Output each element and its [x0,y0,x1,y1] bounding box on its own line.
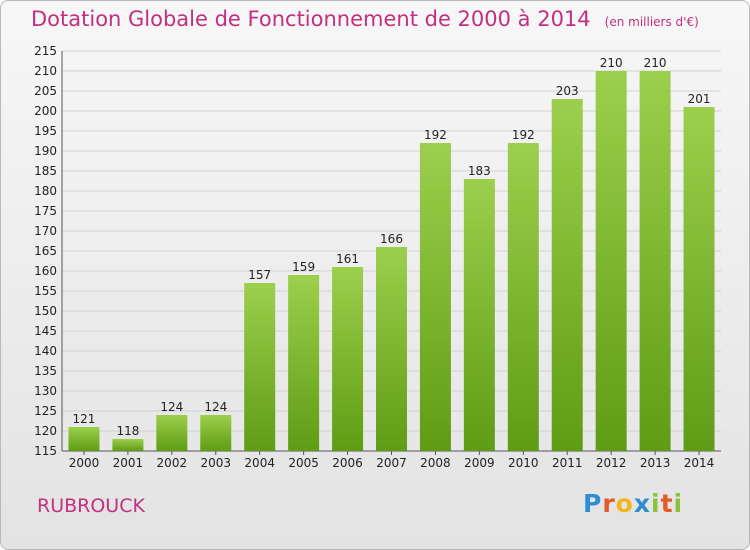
y-tick-label: 115 [34,444,57,458]
data-label-2007: 166 [380,232,403,246]
logo-letter: i [651,489,661,518]
y-tick-label: 150 [34,304,57,318]
bar-2005 [288,275,320,451]
x-tick-label: 2009 [464,456,495,470]
data-label-2001: 118 [116,424,139,438]
logo-letter: i [673,489,684,518]
data-label-2000: 121 [73,412,96,426]
x-tick-label: 2001 [113,456,144,470]
data-label-2004: 157 [248,268,271,282]
data-labels: 121 118 124 124 157 159 161 166 192 183 192 203 210 2… [73,56,711,438]
bar-2003 [200,415,232,451]
x-tick-label: 2008 [420,456,451,470]
x-tick-label: 2010 [508,456,539,470]
y-tick-label: 185 [34,164,57,178]
y-tick-label: 205 [34,84,57,98]
bar-2007 [376,247,407,451]
chart-title-block: Dotation Globale de Fonctionnement de 20… [31,7,699,31]
bar-2012 [595,71,627,451]
y-tick-label: 125 [34,404,57,418]
x-tick-label: 2012 [596,456,627,470]
bar-2000 [68,427,100,451]
x-tick-labels: 2000 2001 2002 2003 2004 2005 2006 2007 2008 2009… [69,456,715,470]
y-tick-label: 130 [34,384,57,398]
y-tick-labels: 115 120 125 130 135 140 145 150 155 160 165 170 175 1… [34,44,57,458]
data-label-2002: 124 [160,400,183,414]
bar-2009 [463,179,495,451]
x-tick-label: 2004 [244,456,275,470]
bar-2011 [551,99,583,451]
data-label-2009: 183 [468,164,491,178]
x-tick-label: 2003 [200,456,231,470]
x-tick-label: 2002 [157,456,188,470]
x-tick-label: 2000 [69,456,100,470]
y-tick-label: 165 [34,244,57,258]
y-tick-label: 155 [34,284,57,298]
data-label-2014: 201 [688,92,711,106]
bar-2001 [112,439,144,451]
logo-letter: r [602,489,616,518]
logo-letter: o [615,489,634,518]
x-tick-label: 2014 [684,456,715,470]
bar-2013 [639,71,671,451]
y-tick-label: 170 [34,224,57,238]
data-label-2008: 192 [424,128,447,142]
y-tick-label: 180 [34,184,57,198]
data-label-2011: 203 [556,84,579,98]
bar-2002 [156,415,188,451]
data-label-2006: 161 [336,252,359,266]
y-tick-label: 215 [34,44,57,58]
data-label-2012: 210 [600,56,623,70]
chart-title: Dotation Globale de Fonctionnement de 20… [31,7,591,31]
x-tick-label: 2005 [288,456,319,470]
y-tick-label: 200 [34,104,57,118]
bar-2010 [507,143,539,451]
commune-name: RUBROUCK [37,495,145,517]
y-tick-label: 140 [34,344,57,358]
bar-2006 [332,267,364,451]
y-tick-label: 145 [34,324,57,338]
y-tick-label: 210 [34,64,57,78]
logo-letter: t [660,489,674,518]
data-label-2005: 159 [292,260,315,274]
logo-letter: P [583,489,603,518]
x-tick-label: 2006 [332,456,363,470]
data-label-2010: 192 [512,128,535,142]
unit-label: (en milliers d'€) [604,15,699,29]
x-tick-label: 2011 [552,456,583,470]
data-label-2003: 124 [204,400,227,414]
proxiti-logo: Proxiti [583,489,683,518]
x-tick-label: 2013 [640,456,671,470]
bar-2004 [244,283,276,451]
logo-letter: x [633,489,651,518]
bars [68,71,715,451]
y-tick-label: 175 [34,204,57,218]
bar-2014 [683,107,715,451]
y-tick-label: 135 [34,364,57,378]
y-tick-label: 160 [34,264,57,278]
y-tick-label: 120 [34,424,57,438]
bar-2008 [419,143,451,451]
y-tick-label: 190 [34,144,57,158]
y-tick-label: 195 [34,124,57,138]
x-tick-label: 2007 [376,456,407,470]
data-label-2013: 210 [644,56,667,70]
